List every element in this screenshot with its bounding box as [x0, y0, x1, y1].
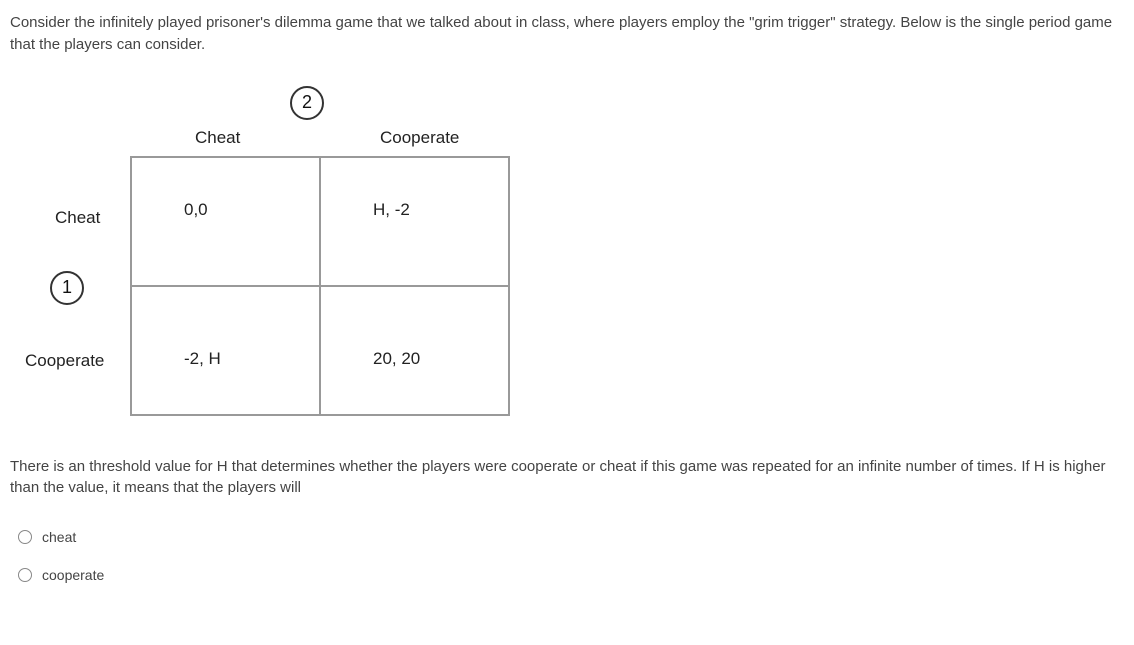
question-followup-text: There is an threshold value for H that d… [10, 456, 1124, 500]
option-cheat[interactable]: cheat [18, 529, 1124, 545]
row-header-cheat: Cheat [55, 208, 120, 228]
question-page: Consider the infinitely played prisoner'… [0, 0, 1134, 625]
answer-options: cheat cooperate [18, 529, 1124, 583]
payoff-grid: 0,0 H, -2 -2, H 20, 20 [130, 156, 510, 416]
cell-cooperate-cheat: -2, H [131, 286, 320, 415]
player-2-badge: 2 [290, 86, 324, 120]
radio-icon[interactable] [18, 568, 32, 582]
player-1-number: 1 [50, 271, 84, 305]
row-header-cooperate: Cooperate [25, 351, 120, 371]
col-header-cheat: Cheat [195, 128, 240, 148]
cell-cooperate-cooperate: 20, 20 [320, 286, 509, 415]
col-header-cooperate: Cooperate [380, 128, 459, 148]
cell-cheat-cooperate: H, -2 [320, 157, 509, 286]
payoff-matrix: 2 Cheat Cooperate Cheat 1 Cooperate 0,0 … [20, 86, 1124, 426]
option-label: cheat [42, 529, 76, 545]
option-label: cooperate [42, 567, 104, 583]
option-cooperate[interactable]: cooperate [18, 567, 1124, 583]
cell-cheat-cheat: 0,0 [131, 157, 320, 286]
question-intro-text: Consider the infinitely played prisoner'… [10, 12, 1124, 56]
radio-icon[interactable] [18, 530, 32, 544]
player-1-badge: 1 [50, 271, 84, 305]
player-2-number: 2 [290, 86, 324, 120]
